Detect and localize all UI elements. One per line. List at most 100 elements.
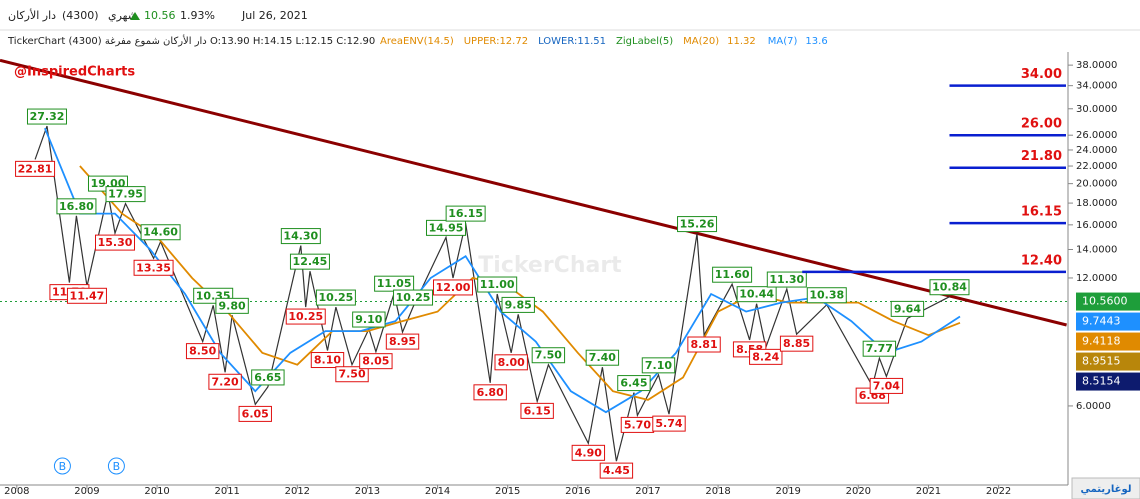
x-tick-label: 2014 <box>425 486 450 497</box>
pivot-label: 7.20 <box>212 375 239 388</box>
price-tag <box>1076 332 1140 351</box>
pivot-label-box <box>641 357 676 374</box>
price-tag-label: 9.7443 <box>1082 315 1121 328</box>
indicator-label: AreaENV(14.5) <box>380 36 454 47</box>
pivot-label: 10.38 <box>809 289 844 302</box>
pivot-label: 10.25 <box>396 291 431 304</box>
pivot-label-box <box>310 352 345 369</box>
level-label: 16.15 <box>1021 205 1062 220</box>
pivot-label: 6.15 <box>524 404 551 417</box>
pivot-label-box <box>501 296 535 313</box>
pivot-label: 10.25 <box>288 310 323 323</box>
price-tag <box>1076 292 1140 311</box>
price-tag-label: 8.9515 <box>1082 355 1121 368</box>
pivot-label: 10.84 <box>932 281 967 294</box>
pivot-label: 11.47 <box>70 289 105 302</box>
brand-watermark: TickerChart <box>478 253 622 278</box>
date: Jul 26, 2021 <box>241 9 308 22</box>
pivot-label-box <box>15 160 56 177</box>
x-tick-label: 2012 <box>285 486 310 497</box>
pivot-label-box <box>133 259 174 276</box>
last-price: 10.56 <box>144 9 176 22</box>
legend-value: 11.32 <box>727 36 756 47</box>
x-tick-label: 2010 <box>144 486 169 497</box>
pivot-label: 11.60 <box>715 268 750 281</box>
pivot-label-box <box>531 347 566 364</box>
pivot-label-box <box>779 335 814 352</box>
stock-name: دار الأركان <box>8 8 56 22</box>
pivot-label-box <box>105 186 146 203</box>
pivot-label: 8.00 <box>498 356 525 369</box>
pivot-label-box <box>766 271 807 288</box>
pivot-label: 11.05 <box>377 277 412 290</box>
legend-name: MA(20) <box>683 36 719 47</box>
y-tick-label: 20.0000 <box>1076 179 1117 190</box>
pivot-label-box <box>473 384 507 401</box>
y-tick-label: 16.0000 <box>1076 220 1117 231</box>
pivot-label-box <box>238 405 272 422</box>
pivot-label: 8.85 <box>783 337 810 350</box>
event-marker-label: B <box>113 460 121 473</box>
pivot-label-box <box>280 228 321 245</box>
pivot-label: 12.45 <box>293 255 328 268</box>
price-tag <box>1076 372 1140 391</box>
pivot-label: 10.44 <box>739 288 774 301</box>
pivot-label: 7.77 <box>866 342 893 355</box>
pivot-label-box <box>585 349 620 366</box>
pivot-label-box <box>571 444 606 461</box>
pivot-label: 7.40 <box>589 351 616 364</box>
pivot-label-box <box>335 366 369 383</box>
pivot-label: 8.24 <box>752 350 779 363</box>
trend-line <box>0 58 1067 327</box>
pivot-label: 4.45 <box>603 464 630 477</box>
pivot-label-box <box>215 297 249 314</box>
pivot-label-box <box>95 234 136 251</box>
pivot-label-box <box>56 198 97 215</box>
pivot-label: 9.64 <box>894 302 921 315</box>
price-tag-label: 8.5154 <box>1082 375 1121 388</box>
y-tick-label: 24.0000 <box>1076 145 1117 156</box>
y-tick-label: 38.0000 <box>1076 60 1117 71</box>
pivot-label-box <box>285 308 326 325</box>
level-label: 26.00 <box>1021 117 1062 132</box>
event-marker <box>53 457 71 475</box>
pivot-label: 11.00 <box>480 278 515 291</box>
pivot-label-box <box>359 353 393 370</box>
y-tick-label: 12.0000 <box>1076 273 1117 284</box>
pivot-label: 5.74 <box>655 417 682 430</box>
x-tick-label: 2013 <box>355 486 380 497</box>
pivot-label-box <box>869 377 904 394</box>
pivot-label-box <box>385 333 420 350</box>
pivot-label: 9.80 <box>219 299 246 312</box>
y-tick-label: 34.0000 <box>1076 81 1117 92</box>
pivot-label: 8.95 <box>389 335 416 348</box>
x-tick-label: 2022 <box>986 486 1011 497</box>
plot-area: 22.8127.3211.7016.8011.4719.0015.3017.95… <box>0 58 1068 479</box>
pivot-label: 15.26 <box>680 218 715 231</box>
pivot-label-box <box>862 340 897 357</box>
pivot-label-box <box>477 276 518 293</box>
legend-value: 13.6 <box>805 36 827 47</box>
pivot-label: 10.25 <box>318 291 353 304</box>
pivot-label: 14.95 <box>429 221 464 234</box>
pivot-label: 6.80 <box>477 386 504 399</box>
pivot-label: 8.81 <box>690 338 717 351</box>
pivot-label: 14.60 <box>143 226 178 239</box>
stock-code: (4300) <box>62 9 99 22</box>
pivot-label-box <box>315 289 356 306</box>
event-marker <box>107 457 125 475</box>
pivot-label-box <box>617 375 651 392</box>
description: TickerChart دار الأركان شموع مفرغة (4300… <box>7 34 375 47</box>
pivot-label: 8.10 <box>314 354 341 367</box>
pivot-label: 5.70 <box>624 418 651 431</box>
scale-button-label[interactable]: لوغاريتمي <box>1080 484 1131 495</box>
y-tick-label: 26.0000 <box>1076 130 1117 141</box>
pivot-label: 14.30 <box>283 230 318 243</box>
pivot-label-box <box>712 266 753 283</box>
scale-button[interactable] <box>1071 477 1140 499</box>
pivot-label-box <box>652 415 686 432</box>
pivot-label: 6.05 <box>242 407 269 420</box>
pivot-label-box <box>433 279 474 296</box>
pivot-label: 7.50 <box>338 368 365 381</box>
